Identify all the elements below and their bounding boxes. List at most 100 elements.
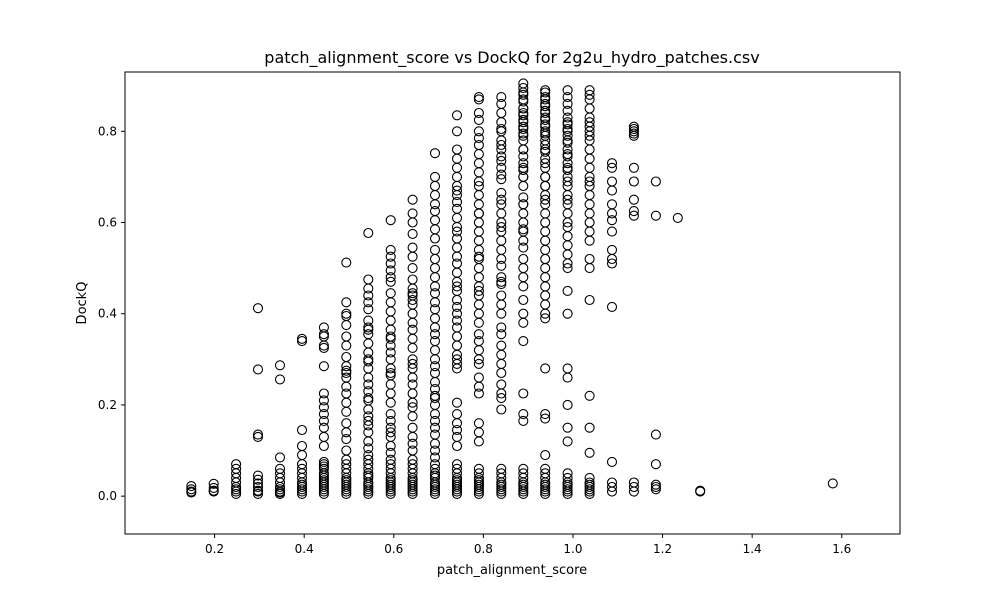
scatter-point: [473, 336, 484, 347]
scatter-point: [473, 358, 484, 369]
points-layer: [186, 78, 838, 499]
scatter-point: [606, 199, 618, 210]
scatter-point: [584, 117, 595, 128]
scatter-point: [341, 297, 352, 308]
scatter-point: [385, 272, 396, 283]
scatter-point: [606, 477, 618, 488]
scatter-point: [584, 190, 595, 201]
scatter-point: [318, 461, 329, 472]
scatter-point: [540, 484, 551, 495]
scatter-point: [562, 98, 573, 109]
scatter-point: [451, 185, 463, 196]
scatter-point: [606, 215, 618, 226]
scatter-point: [318, 342, 329, 353]
scatter-point: [584, 89, 595, 100]
scatter-point: [584, 477, 595, 488]
scatter-point: [341, 351, 352, 363]
scatter-point: [341, 418, 352, 429]
scatter-point: [562, 176, 573, 187]
scatter-point: [385, 459, 396, 470]
scatter-point: [451, 315, 463, 326]
scatter-point: [518, 158, 529, 169]
scatter-point: [562, 472, 573, 483]
scatter-point: [341, 388, 352, 399]
scatter-point: [186, 484, 197, 495]
scatter-point: [451, 144, 463, 155]
scatter-point: [650, 479, 661, 490]
scatter-point: [518, 110, 529, 121]
scatter-point: [429, 459, 441, 470]
scatter-point: [407, 194, 418, 205]
scatter-point: [628, 477, 639, 488]
scatter-point: [540, 85, 551, 96]
scatter-point: [451, 424, 463, 436]
scatter-point: [407, 379, 418, 390]
scatter-point: [650, 429, 661, 440]
scatter-point: [606, 176, 618, 187]
scatter-point: [496, 322, 507, 333]
scatter-point: [385, 367, 396, 379]
x-axis-label: patch_alignment_score: [437, 563, 587, 578]
scatter-point: [407, 288, 418, 299]
scatter-point: [407, 402, 418, 413]
scatter-point: [252, 470, 264, 481]
scatter-point: [385, 422, 396, 433]
scatter-point: [473, 285, 484, 296]
scatter-point: [451, 226, 463, 237]
scatter-point: [496, 290, 507, 301]
scatter-point: [385, 258, 396, 269]
scatter-point: [407, 263, 418, 274]
scatter-point: [606, 162, 618, 173]
scatter-point: [208, 478, 219, 489]
scatter-point: [540, 409, 551, 420]
scatter-point: [518, 192, 529, 203]
scatter-point: [540, 130, 551, 141]
scatter-point: [274, 360, 286, 371]
x-axis-ticks: 0.2 0.4 0.6 0.8 1.0 1.2 1.4 1.6: [205, 534, 851, 556]
scatter-point: [606, 226, 618, 237]
scatter-point: [407, 475, 418, 486]
scatter-point: [518, 253, 529, 265]
scatter-point: [562, 149, 573, 160]
scatter-point: [584, 472, 595, 483]
scatter-point: [385, 415, 396, 426]
scatter-point: [429, 329, 441, 340]
scatter-point: [363, 322, 374, 333]
scatter-point: [208, 482, 219, 493]
scatter-point: [496, 155, 507, 166]
scatter-point: [318, 456, 329, 467]
scatter-point: [385, 454, 396, 465]
scatter-point: [473, 180, 484, 192]
scatter-point: [274, 487, 286, 498]
scatter-point: [584, 171, 595, 182]
scatter-point: [363, 427, 374, 438]
scatter-point: [252, 364, 264, 375]
scatter-point: [496, 404, 507, 415]
scatter-point: [385, 475, 396, 486]
scatter-point: [407, 422, 418, 433]
scatter-point: [518, 463, 529, 474]
scatter-point: [540, 450, 551, 461]
scatter-point: [628, 128, 639, 139]
scatter-point: [429, 206, 441, 217]
scatter-point: [650, 210, 661, 221]
y-tick-label: 0.4: [98, 307, 117, 321]
scatter-point: [606, 258, 618, 269]
scatter-point: [518, 123, 529, 135]
scatter-point: [318, 329, 329, 340]
scatter-point: [451, 301, 463, 312]
scatter-point: [473, 251, 484, 262]
scatter-point: [429, 422, 441, 433]
scatter-point: [429, 429, 441, 440]
scatter-point: [518, 107, 529, 119]
scatter-point: [407, 445, 418, 456]
scatter-point: [628, 121, 639, 132]
scatter-point: [231, 459, 242, 470]
scatter-point: [186, 481, 197, 492]
scatter-point: [473, 114, 484, 125]
scatter-point: [518, 162, 529, 173]
scatter-point: [451, 258, 463, 269]
scatter-point: [451, 126, 463, 137]
y-tick-label: 0.2: [98, 398, 117, 412]
scatter-point: [695, 485, 706, 496]
